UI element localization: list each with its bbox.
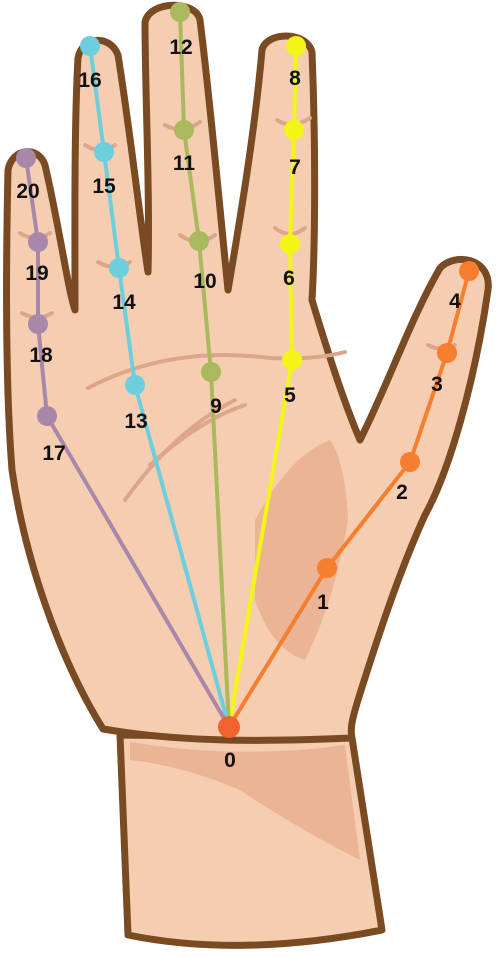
landmark-label-1: 1 bbox=[317, 591, 329, 614]
landmark-label-10: 10 bbox=[193, 270, 216, 293]
landmark-label-17: 17 bbox=[42, 442, 65, 465]
connection-middle-9-10 bbox=[197, 239, 213, 374]
landmark-label-15: 15 bbox=[92, 175, 116, 198]
connection-middle-11-12 bbox=[178, 10, 186, 132]
landmark-label-16: 16 bbox=[78, 69, 101, 92]
palm-crease bbox=[86, 350, 347, 390]
connection-middle-10-11 bbox=[182, 128, 201, 243]
connection-ring-15-16 bbox=[88, 44, 106, 154]
palm-shading bbox=[255, 440, 348, 660]
landmark-label-12: 12 bbox=[169, 36, 192, 59]
landmark-point-16 bbox=[80, 36, 100, 56]
connection-ring-0-13 bbox=[133, 383, 231, 729]
connection-thumb-2-3 bbox=[408, 351, 449, 464]
landmark-point-7 bbox=[284, 120, 304, 140]
connection-pinky-19-20 bbox=[24, 156, 40, 244]
connection-index-0-5 bbox=[227, 358, 294, 729]
connection-ring-14-15 bbox=[102, 150, 121, 270]
landmark-point-20 bbox=[16, 148, 36, 168]
landmark-label-2: 2 bbox=[396, 481, 408, 504]
connection-pinky-17-18 bbox=[36, 322, 49, 418]
connection-middle-0-9 bbox=[209, 370, 231, 729]
landmark-label-11: 11 bbox=[173, 152, 196, 175]
landmark-point-4 bbox=[459, 261, 479, 281]
landmark-label-9: 9 bbox=[210, 395, 222, 418]
connection-index-6-7 bbox=[288, 128, 296, 246]
landmark-point-11 bbox=[174, 120, 194, 140]
landmark-point-15 bbox=[94, 142, 114, 162]
landmark-point-6 bbox=[280, 234, 300, 254]
landmark-label-4: 4 bbox=[449, 290, 461, 313]
connection-ring-13-14 bbox=[117, 266, 137, 387]
landmark-point-8 bbox=[286, 36, 306, 56]
landmark-label-13: 13 bbox=[124, 410, 147, 433]
landmark-point-5 bbox=[282, 350, 302, 370]
landmark-label-5: 5 bbox=[284, 384, 296, 407]
landmark-point-1 bbox=[317, 558, 337, 578]
landmark-connections bbox=[24, 10, 471, 729]
landmark-point-17 bbox=[37, 406, 57, 426]
landmark-point-0 bbox=[218, 716, 240, 738]
connection-thumb-1-2 bbox=[325, 460, 412, 570]
wrist-shading bbox=[130, 742, 360, 860]
landmark-point-12 bbox=[170, 2, 190, 22]
palm-crease bbox=[148, 403, 247, 467]
landmark-point-3 bbox=[437, 343, 457, 363]
landmark-label-19: 19 bbox=[25, 262, 48, 285]
landmark-point-18 bbox=[28, 314, 48, 334]
landmark-label-18: 18 bbox=[29, 344, 53, 367]
connection-index-5-6 bbox=[288, 242, 294, 362]
landmark-label-7: 7 bbox=[289, 156, 301, 179]
landmark-label-3: 3 bbox=[431, 373, 443, 396]
landmark-point-10 bbox=[189, 231, 209, 251]
landmark-point-14 bbox=[109, 258, 129, 278]
connection-index-7-8 bbox=[292, 44, 298, 132]
landmark-label-14: 14 bbox=[112, 291, 136, 314]
connection-pinky-0-17 bbox=[45, 414, 231, 729]
connection-thumb-0-1 bbox=[227, 566, 329, 729]
landmark-point-2 bbox=[400, 452, 420, 472]
landmark-label-20: 20 bbox=[16, 180, 39, 203]
connection-thumb-3-4 bbox=[445, 269, 471, 355]
landmark-label-6: 6 bbox=[283, 267, 295, 290]
landmark-points bbox=[16, 2, 479, 738]
landmark-point-19 bbox=[28, 232, 48, 252]
landmark-label-8: 8 bbox=[289, 67, 301, 90]
landmark-label-0: 0 bbox=[224, 749, 236, 772]
hand-illustration bbox=[3, 1, 492, 744]
landmark-point-13 bbox=[125, 375, 145, 395]
landmark-point-9 bbox=[201, 362, 221, 382]
